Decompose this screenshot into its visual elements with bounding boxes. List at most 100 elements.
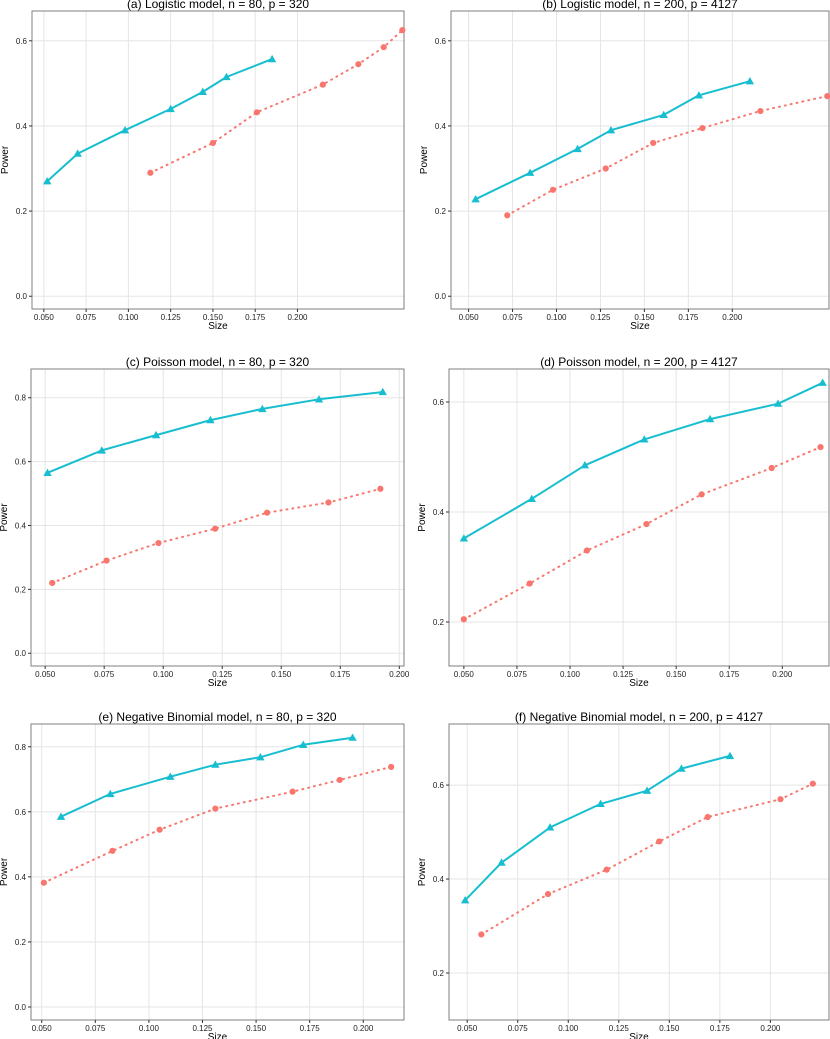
circle-point <box>319 81 326 88</box>
y-tick-label: 0.2 <box>16 207 28 216</box>
x-axis-label: Size <box>629 1032 649 1039</box>
circle-point <box>109 847 116 854</box>
y-axis-label: Power <box>417 503 428 532</box>
x-tick-label: 0.175 <box>330 670 351 679</box>
series-line-dotted <box>149 29 404 174</box>
x-tick-label: 0.175 <box>678 313 699 322</box>
circle-point <box>377 485 384 492</box>
y-tick-label: 0.8 <box>15 743 27 752</box>
y-tick-label: 0.2 <box>433 618 445 627</box>
y-tick-label: 0.4 <box>15 873 27 882</box>
y-tick-label: 0.4 <box>433 875 445 884</box>
y-tick-label: 0.6 <box>15 808 27 817</box>
x-tick-label: 0.150 <box>246 1024 267 1033</box>
x-axis-label: Size <box>629 678 649 689</box>
y-tick-label: 0.2 <box>435 207 447 216</box>
triangle-point <box>471 194 480 203</box>
circle-point <box>103 557 110 564</box>
circle-point <box>212 805 219 812</box>
y-tick-label: 0.0 <box>15 649 27 658</box>
triangle-point <box>166 104 175 113</box>
x-tick-label: 0.125 <box>613 670 634 679</box>
panel-border <box>30 368 405 667</box>
y-tick-label: 0.6 <box>435 37 447 46</box>
series-line-solid <box>46 58 274 183</box>
panel-border <box>31 10 405 310</box>
x-tick-label: 0.050 <box>34 313 55 322</box>
chart-title: (e) Negative Binomial model, n = 80, p =… <box>98 710 336 724</box>
triangle-point <box>545 823 555 831</box>
x-tick-label: 0.100 <box>546 313 567 322</box>
chart-title: (c) Poisson model, n = 80, p = 320 <box>126 355 310 369</box>
triangle-point <box>773 399 783 407</box>
circle-point <box>544 890 552 898</box>
series-line-solid <box>60 736 354 818</box>
triangle-point <box>497 858 506 866</box>
triangle-point <box>97 446 107 454</box>
circle-point <box>526 580 533 587</box>
circle-point <box>602 165 609 172</box>
chart-panel-3: 0.050 0.075 0.100 0.125 0.150 0.175 0.200 0.0 0.… <box>0 355 410 689</box>
circle-point <box>155 539 162 547</box>
circle-point <box>40 879 47 886</box>
x-tick-label: 0.075 <box>507 670 528 679</box>
circle-point <box>704 813 711 821</box>
circle-point <box>388 763 395 771</box>
triangle-point <box>460 895 470 904</box>
x-tick-label: 0.075 <box>508 1024 529 1033</box>
circle-point <box>399 27 406 34</box>
triangle-point <box>206 415 215 424</box>
y-axis-label: Power <box>0 503 10 532</box>
chart-panel-5: 0.050 0.075 0.100 0.125 0.150 0.175 0.200 0.0 0.… <box>0 710 405 1039</box>
y-tick-label: 0.6 <box>433 398 445 407</box>
circle-point <box>209 139 217 147</box>
y-tick-label: 0.2 <box>15 585 27 594</box>
series-line-solid <box>46 391 384 474</box>
x-tick-label: 0.150 <box>203 313 224 322</box>
series-line-solid <box>474 80 751 201</box>
circle-point <box>212 525 219 532</box>
circle-point <box>380 44 387 51</box>
x-tick-label: 0.175 <box>719 670 740 679</box>
x-tick-label: 0.050 <box>457 1024 478 1033</box>
triangle-point <box>659 110 668 119</box>
circle-point <box>777 796 784 803</box>
circle-point <box>643 521 650 528</box>
triangle-point <box>222 72 231 81</box>
circle-point <box>603 866 610 873</box>
x-tick-label: 0.175 <box>245 313 266 322</box>
y-axis-label: Power <box>0 145 11 174</box>
triangle-point <box>198 87 207 96</box>
x-axis-label: Size <box>208 321 228 332</box>
triangle-point <box>267 54 277 63</box>
triangle-point <box>606 126 616 134</box>
triangle-point <box>56 812 66 820</box>
chart-panel-6: 0.050 0.075 0.100 0.125 0.150 0.175 0.200 0.2 0.… <box>417 710 830 1039</box>
x-tick-label: 0.050 <box>454 670 475 679</box>
x-tick-label: 0.150 <box>666 670 687 679</box>
x-tick-label: 0.200 <box>389 670 410 679</box>
x-tick-label: 0.200 <box>287 313 308 322</box>
triangle-point <box>378 387 387 396</box>
x-tick-label: 0.100 <box>139 1024 160 1033</box>
series-line-solid <box>462 381 824 540</box>
circle-point <box>336 776 343 784</box>
y-tick-label: 0.0 <box>435 292 447 301</box>
circle-point <box>355 61 362 68</box>
circle-point <box>253 109 260 116</box>
x-tick-label: 0.125 <box>590 313 611 322</box>
panel-border <box>448 368 830 667</box>
triangle-point <box>106 789 115 798</box>
triangle-point <box>256 752 265 761</box>
triangle-point <box>459 534 469 542</box>
triangle-point <box>525 168 535 176</box>
panel-border <box>30 723 405 1021</box>
circle-point <box>147 169 154 176</box>
panel-border <box>450 10 830 310</box>
x-tick-label: 0.175 <box>300 1024 321 1033</box>
x-tick-label: 0.150 <box>271 670 292 679</box>
triangle-point <box>596 799 605 808</box>
circle-point <box>289 788 296 795</box>
series-line-dotted <box>480 782 814 936</box>
